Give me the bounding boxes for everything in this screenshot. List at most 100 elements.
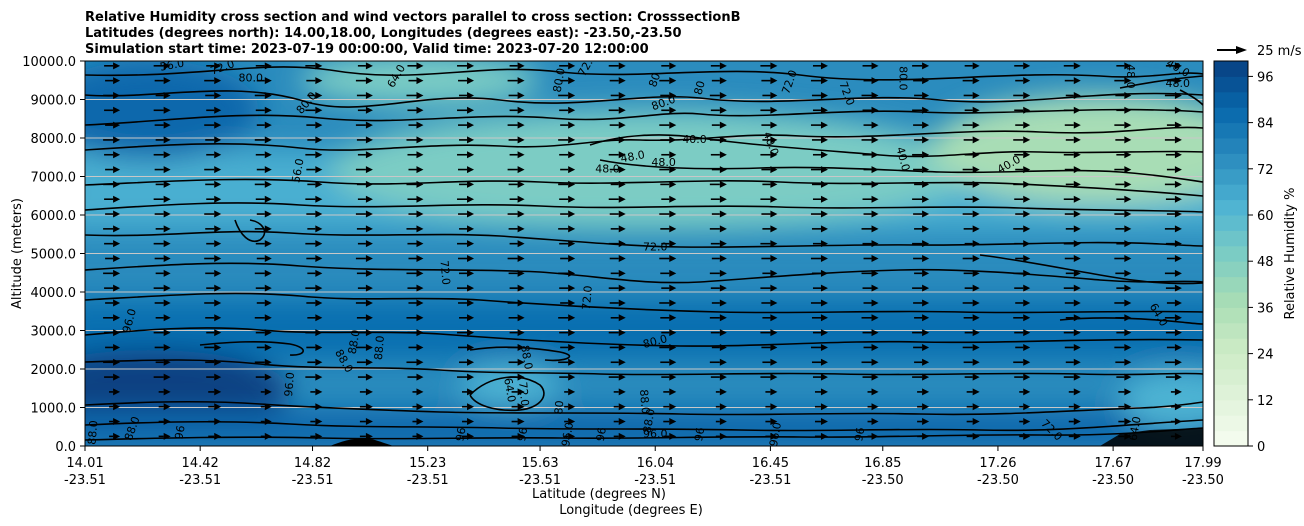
wind-vector-head bbox=[365, 418, 373, 426]
colorbar-tick-label: 48 bbox=[1257, 255, 1274, 270]
colorbar-tick-label: 84 bbox=[1257, 117, 1274, 132]
contour-label: 64.0 bbox=[1127, 415, 1144, 441]
wind-vector-head bbox=[315, 166, 323, 174]
wind-vector-head bbox=[315, 403, 323, 411]
wind-vector-head bbox=[416, 106, 424, 114]
wind-vector-head bbox=[770, 77, 778, 85]
wind-vector-head bbox=[618, 151, 626, 159]
wind-vector-head bbox=[972, 299, 980, 307]
wind-vector-head bbox=[416, 299, 424, 307]
wind-vector-head bbox=[1023, 432, 1031, 440]
contour-label: 80.0 bbox=[551, 67, 568, 93]
wind-vector-head bbox=[264, 418, 272, 426]
x-tick-label-longitude: -23.50 bbox=[1182, 473, 1224, 488]
wind-vector-head bbox=[669, 329, 677, 337]
wind-vector-head bbox=[871, 195, 879, 203]
contour-label: 80 bbox=[692, 79, 708, 96]
wind-vector-head bbox=[568, 358, 576, 366]
wind-vector-head bbox=[113, 62, 121, 70]
wind-vector-head bbox=[618, 121, 626, 129]
x-axis-label-latitude: Latitude (degrees N) bbox=[532, 487, 666, 502]
wind-vector-head bbox=[972, 418, 980, 426]
wind-vector-head bbox=[871, 210, 879, 218]
contour-label: 88.0 bbox=[641, 408, 658, 434]
contour-label: 96 bbox=[172, 424, 187, 440]
wind-vector-head bbox=[871, 255, 879, 263]
wind-vector-head bbox=[669, 106, 677, 114]
colorbar-band bbox=[1214, 184, 1248, 201]
wind-vector-head bbox=[820, 151, 828, 159]
wind-vector-head bbox=[568, 225, 576, 233]
wind-vector-head bbox=[972, 373, 980, 381]
colorbar-band bbox=[1214, 61, 1248, 77]
wind-vector-head bbox=[365, 373, 373, 381]
wind-vector-head bbox=[214, 343, 222, 351]
wind-vector-head bbox=[214, 373, 222, 381]
wind-vector-head bbox=[1073, 269, 1081, 277]
wind-vector-head bbox=[1174, 180, 1182, 188]
contour-line bbox=[199, 340, 304, 356]
contour-label: 88.0 bbox=[85, 420, 100, 446]
wind-vector-head bbox=[618, 255, 626, 263]
wind-vector-head bbox=[365, 255, 373, 263]
wind-vector-head bbox=[365, 432, 373, 440]
x-tick-label-longitude: -23.50 bbox=[977, 473, 1019, 488]
wind-vector-head bbox=[820, 166, 828, 174]
wind-vector-head bbox=[315, 373, 323, 381]
wind-vector-head bbox=[467, 91, 475, 99]
colorbar: 0 12 24 36 48 60 72 84 96 Relative Humidity % bbox=[1213, 60, 1298, 455]
wind-vector-head bbox=[315, 91, 323, 99]
colorbar-tick-label: 24 bbox=[1257, 348, 1274, 363]
wind-vector-head bbox=[1023, 388, 1031, 396]
wind-vector-head bbox=[568, 121, 576, 129]
moist-core-left bbox=[85, 350, 290, 430]
wind-vector-head bbox=[163, 329, 171, 337]
wind-vector-head bbox=[871, 329, 879, 337]
wind-vector-head bbox=[871, 343, 879, 351]
wind-vector-head bbox=[922, 225, 930, 233]
wind-vector-head bbox=[922, 329, 930, 337]
wind-vector-head bbox=[1023, 225, 1031, 233]
wind-vector-head bbox=[669, 432, 677, 440]
contour-label: 72.0 bbox=[580, 285, 595, 311]
wind-vector-head bbox=[1124, 166, 1132, 174]
wind-vector-head bbox=[618, 106, 626, 114]
wind-vector-head bbox=[568, 373, 576, 381]
wind-vector-head bbox=[264, 195, 272, 203]
wind-vector-head bbox=[214, 77, 222, 85]
wind-vector-head bbox=[1073, 403, 1081, 411]
wind-vector-head bbox=[1124, 388, 1132, 396]
colorbar-band bbox=[1214, 292, 1248, 308]
wind-vector-head bbox=[1124, 180, 1132, 188]
contour-label: 88.0 bbox=[518, 344, 535, 370]
wind-vector-head bbox=[467, 166, 475, 174]
wind-vector-head bbox=[264, 62, 272, 70]
wind-vector-head bbox=[416, 240, 424, 248]
wind-vector-head bbox=[1124, 358, 1132, 366]
wind-vector-head bbox=[568, 403, 576, 411]
wind-vector-head bbox=[770, 151, 778, 159]
wind-vector-head bbox=[416, 151, 424, 159]
wind-vector-head bbox=[618, 225, 626, 233]
wind-vector-head bbox=[1124, 329, 1132, 337]
wind-vector-head bbox=[1174, 77, 1182, 85]
wind-vector-head bbox=[568, 195, 576, 203]
x-tick-label-longitude: -23.51 bbox=[64, 473, 106, 488]
wind-vector-head bbox=[163, 403, 171, 411]
colorbar-band bbox=[1214, 199, 1248, 216]
wind-vector-head bbox=[517, 166, 525, 174]
wind-vector-head bbox=[365, 121, 373, 129]
wind-vector-head bbox=[669, 299, 677, 307]
wind-vector-head bbox=[113, 343, 121, 351]
wind-vector-head bbox=[517, 358, 525, 366]
wind-vector-head bbox=[1023, 240, 1031, 248]
wind-vector-head bbox=[719, 136, 727, 144]
x-tick-label-latitude: 17.99 bbox=[1184, 456, 1221, 471]
contour-label: 56.0 bbox=[289, 157, 306, 183]
contour-line bbox=[85, 126, 1203, 151]
wind-vector-head bbox=[922, 136, 930, 144]
wind-vector-head bbox=[719, 358, 727, 366]
wind-vector-head bbox=[365, 269, 373, 277]
wind-vector-head bbox=[467, 121, 475, 129]
wind-vector-head bbox=[264, 388, 272, 396]
